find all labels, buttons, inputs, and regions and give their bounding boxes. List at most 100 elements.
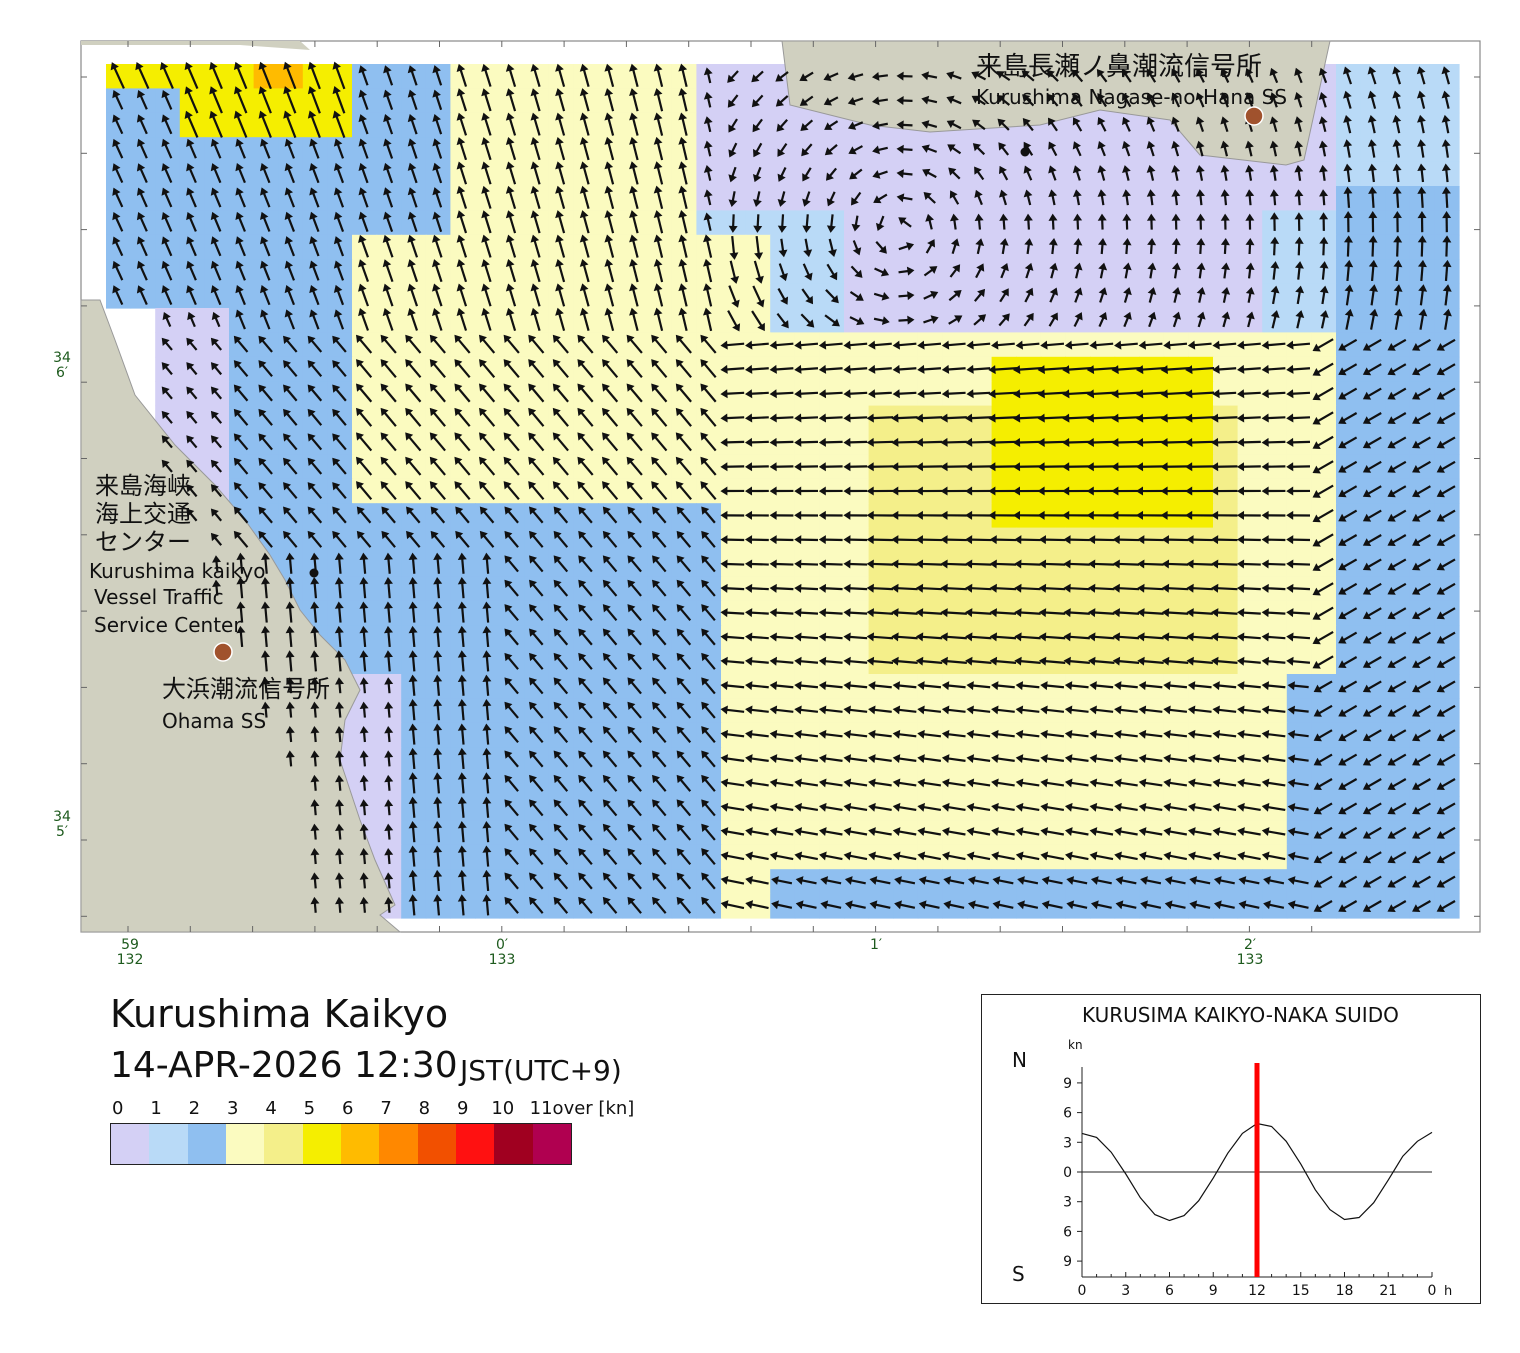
arrow-shaft (1242, 342, 1261, 347)
arrow-shaft (1100, 243, 1104, 255)
arrow-shaft (1144, 342, 1163, 347)
arrow-shaft (1223, 195, 1228, 206)
arrow-shaft (781, 214, 785, 227)
arrow-shaft (1321, 267, 1326, 280)
arrow-shaft (1371, 169, 1375, 183)
arrow-shaft (923, 391, 942, 395)
arrow-shaft (898, 391, 917, 395)
arrow-shaft (1292, 391, 1311, 395)
arrow-shaft (1100, 195, 1105, 206)
arrow-shaft (1297, 170, 1302, 181)
arrow-shaft (1396, 241, 1399, 257)
arrow-shaft (873, 342, 892, 347)
arrow-shaft (1217, 416, 1238, 420)
arrow-shaft (921, 416, 943, 420)
arrow-shaft (1026, 243, 1030, 255)
arrow-shaft (1322, 195, 1326, 206)
arrow-shaft (921, 440, 943, 444)
arrow-shaft (1267, 416, 1286, 420)
arrow-shaft (947, 342, 966, 347)
arrow-shaft (800, 440, 819, 444)
arrow-shaft (1370, 265, 1375, 282)
arrow-shaft (1193, 342, 1212, 347)
arrow-shaft (750, 367, 769, 371)
arrow-shaft (972, 342, 991, 347)
arrow-shaft (726, 342, 745, 347)
arrow-shaft (1125, 195, 1129, 206)
arrow-shaft (1297, 267, 1301, 280)
arrow-shaft (1027, 219, 1031, 230)
arrow-shaft (1046, 342, 1065, 347)
arrow-shaft (972, 391, 991, 395)
arrow-shaft (1371, 241, 1375, 257)
arrow-shaft (1346, 192, 1351, 208)
arrow-shaft (1346, 241, 1350, 257)
arrow-shaft (750, 391, 769, 395)
arrow-shaft (972, 367, 991, 371)
arrow-shaft (1173, 268, 1178, 279)
arrow-shaft (923, 367, 942, 371)
arrow-shaft (824, 391, 843, 395)
arrow-shaft (830, 214, 834, 227)
arrow-shaft (1395, 265, 1400, 282)
arrow-shaft (1371, 192, 1375, 208)
arrow-shaft (1267, 342, 1286, 347)
arrow-shaft (898, 342, 917, 347)
arrow-shaft (1273, 195, 1277, 206)
arrow-shaft (1396, 192, 1400, 208)
arrow-shaft (824, 416, 843, 420)
arrow-shaft (872, 416, 894, 420)
arrow-shaft (1297, 242, 1301, 256)
arrow-shaft (1297, 195, 1301, 206)
arrow-shaft (1070, 342, 1089, 347)
arrow-shaft (947, 367, 966, 371)
arrow-shaft (1191, 391, 1215, 396)
arrow-shaft (1242, 391, 1261, 395)
arrow-shaft (726, 440, 745, 444)
arrow-shaft (1420, 192, 1424, 208)
arrow-shaft (1420, 169, 1425, 183)
arrow-shaft (750, 416, 769, 420)
arrow-shaft (1218, 367, 1237, 371)
arrow-shaft (1445, 192, 1449, 208)
arrow-shaft (971, 440, 992, 444)
arrow-shaft (732, 214, 735, 227)
arrow-shaft (1119, 342, 1138, 347)
arrow-shaft (805, 214, 809, 227)
arrow-shaft (1051, 243, 1055, 255)
arrow-shaft (1174, 243, 1178, 255)
arrow-shaft (947, 391, 966, 395)
arrow-shaft (800, 416, 819, 420)
arrow-shaft (726, 391, 745, 395)
arrow-shaft (1242, 416, 1261, 420)
arrow-shaft (1191, 440, 1215, 444)
arrow-shaft (1075, 243, 1080, 255)
arrow-shaft (1217, 440, 1238, 444)
arrow-shaft (897, 416, 918, 420)
arrow-shaft (750, 440, 769, 444)
arrow-shaft (872, 440, 894, 444)
arrow-shaft (849, 416, 868, 420)
arrow-shaft (1247, 268, 1252, 279)
arrow-shaft (1272, 170, 1277, 181)
arrow-shaft (1346, 265, 1350, 282)
arrow-shaft (1021, 342, 1040, 347)
arrow-shaft (775, 367, 794, 371)
arrow-shaft (1322, 242, 1325, 256)
arrow-shaft (1218, 391, 1237, 395)
arrow-shaft (1191, 416, 1215, 420)
arrow-shaft (1198, 268, 1203, 279)
arrow-shaft (923, 342, 942, 347)
arrow-shaft (1218, 342, 1237, 347)
arrow-shaft (897, 440, 918, 444)
arrow-shaft (1292, 440, 1311, 444)
arrow-shaft (1150, 195, 1154, 206)
arrow-shaft (849, 440, 868, 444)
arrow-shaft (1223, 268, 1227, 279)
arrow-shaft (1002, 219, 1006, 230)
arrow-shaft (946, 440, 967, 444)
arrow-shaft (1223, 243, 1227, 255)
arrow-shaft (726, 416, 745, 420)
arrow-shaft (1444, 265, 1449, 282)
arrow-shaft (1191, 366, 1215, 371)
